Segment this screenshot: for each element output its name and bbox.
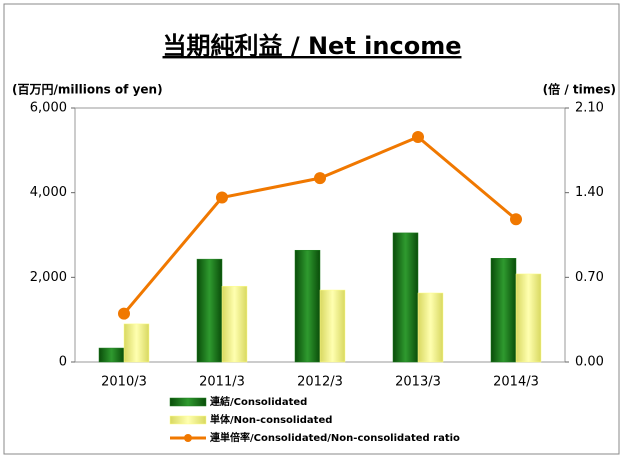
line-marker — [216, 191, 228, 204]
x-tick-label: 2011/3 — [199, 375, 245, 390]
line-marker — [510, 213, 522, 226]
line-marker — [118, 307, 130, 320]
bar — [98, 347, 125, 363]
legend-swatch — [169, 415, 207, 425]
line-marker — [314, 172, 326, 185]
bar — [196, 258, 223, 363]
bar — [319, 289, 346, 363]
legend-label: 単体/Non-consolidated — [210, 413, 332, 426]
y-tick-label: 4,000 — [30, 185, 67, 200]
bar — [123, 323, 150, 363]
y2-axis-label: (倍 / times) — [543, 82, 616, 97]
bar — [294, 249, 321, 363]
y2-tick-label: 1.40 — [575, 185, 604, 200]
x-tick-label: 2012/3 — [297, 375, 343, 390]
legend-swatch — [169, 397, 207, 407]
x-tick-label: 2013/3 — [395, 375, 441, 390]
y-axis-label: (百万円/millions of yen) — [12, 83, 163, 97]
legend-marker — [184, 434, 192, 442]
bar — [221, 285, 248, 363]
bar — [515, 273, 542, 363]
chart-title: 当期純利益 / Net income — [163, 32, 462, 60]
y-tick-label: 6,000 — [30, 101, 67, 116]
y-tick-label: 2,000 — [30, 270, 67, 285]
bar — [392, 232, 419, 363]
y2-tick-label: 2.10 — [575, 101, 604, 116]
y2-tick-label: 0.70 — [575, 270, 604, 285]
legend-label: 連結/Consolidated — [210, 395, 307, 408]
frame — [3, 3, 620, 455]
line-marker — [412, 131, 424, 144]
bar — [490, 258, 517, 363]
legend-label: 連単倍率/Consolidated/Non-consolidated ratio — [210, 431, 460, 444]
bar — [417, 292, 444, 363]
y2-tick-label: 0.00 — [575, 355, 604, 370]
y-tick-label: 0 — [59, 355, 67, 370]
x-tick-label: 2014/3 — [493, 375, 539, 390]
x-tick-label: 2010/3 — [101, 375, 147, 390]
